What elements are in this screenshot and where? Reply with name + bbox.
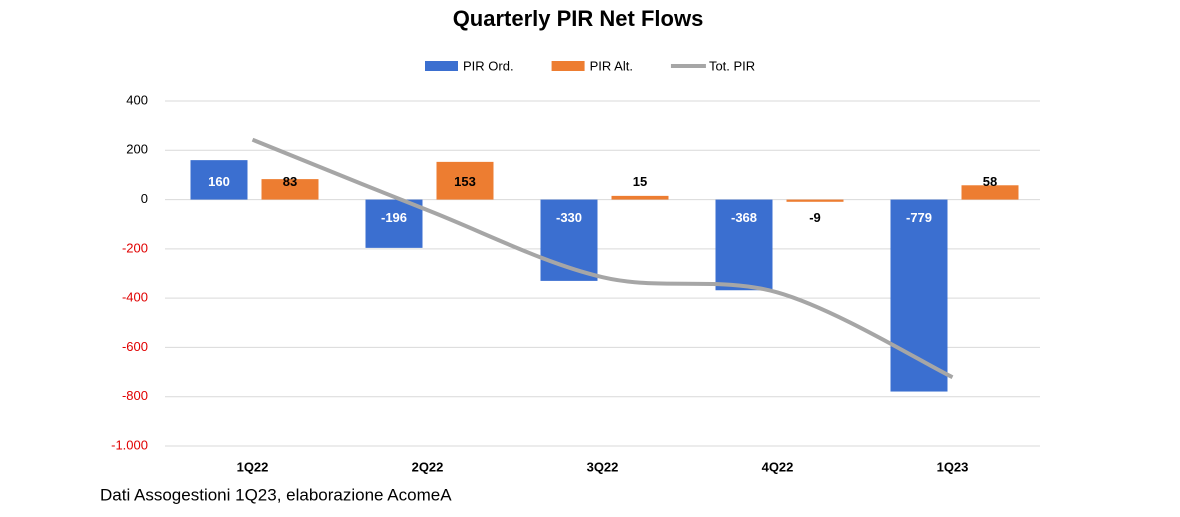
x-tick-label: 2Q22 [412, 459, 444, 474]
y-tick-label: -800 [122, 388, 148, 403]
bar [890, 199, 948, 392]
data-label: -9 [809, 210, 821, 225]
bar [611, 195, 669, 200]
data-label: -330 [556, 210, 582, 225]
data-label: 83 [283, 174, 297, 189]
y-tick-label: -600 [122, 339, 148, 354]
bar [261, 179, 319, 200]
data-label: 160 [208, 174, 230, 189]
y-tick-label: -1.000 [111, 437, 148, 452]
x-tick-label: 1Q23 [937, 459, 969, 474]
line [251, 137, 954, 380]
y-tick-label: 0 [141, 191, 148, 206]
y-tick-label: -400 [122, 290, 148, 305]
chart-title: Quarterly PIR Net Flows [453, 6, 704, 31]
x-tick-label: 3Q22 [587, 459, 619, 474]
legend-label: PIR Alt. [590, 58, 633, 73]
legend-label: Tot. PIR [709, 58, 755, 73]
data-label: -368 [731, 210, 757, 225]
data-label: -196 [381, 210, 407, 225]
source-note: Dati Assogestioni 1Q23, elaborazione Aco… [100, 485, 452, 504]
y-tick-label: 200 [126, 142, 148, 157]
x-tick-label: 1Q22 [237, 459, 269, 474]
bar [786, 199, 844, 202]
legend-swatch [425, 61, 458, 71]
data-label: 153 [454, 174, 476, 189]
bar [365, 199, 423, 248]
y-tick-label: -200 [122, 240, 148, 255]
data-label: 58 [983, 174, 997, 189]
bar [190, 160, 248, 200]
legend-swatch [551, 61, 585, 71]
data-label: 15 [633, 174, 647, 189]
y-tick-label: 400 [126, 92, 148, 107]
bar [961, 185, 1019, 200]
x-tick-label: 4Q22 [762, 459, 794, 474]
bar [715, 199, 773, 291]
data-label: -779 [906, 210, 932, 225]
bar [436, 161, 494, 200]
legend-label: PIR Ord. [463, 58, 514, 73]
